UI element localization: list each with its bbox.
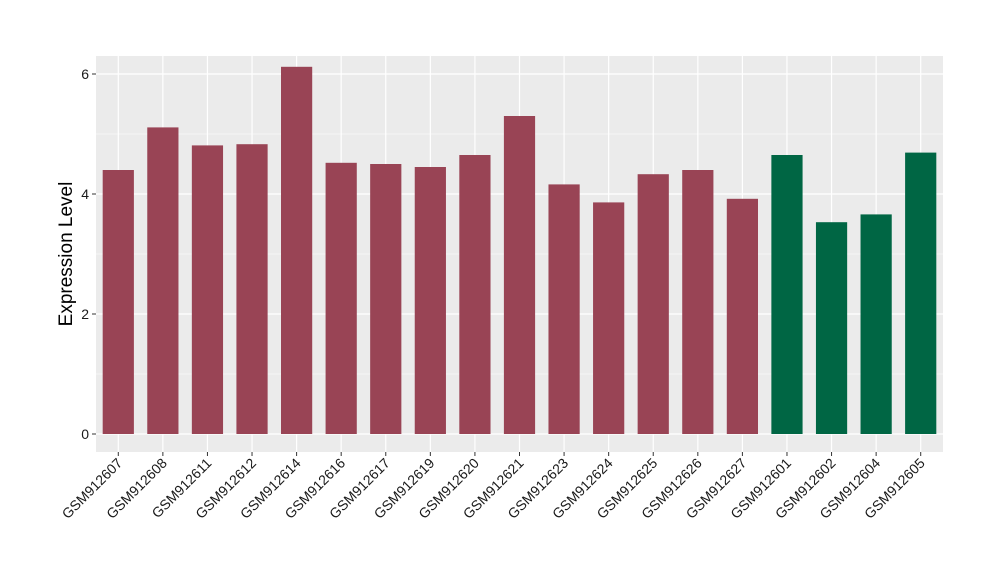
bar-GSM912604: [860, 214, 892, 434]
bar-GSM912616: [325, 162, 357, 435]
y-tick-label: 2: [81, 306, 89, 322]
bar-GSM912624: [593, 202, 625, 434]
bar-GSM912620: [459, 155, 491, 434]
bars: [102, 66, 937, 435]
x-axis: GSM912607GSM912608GSM912611GSM912612GSM9…: [59, 452, 928, 522]
bar-GSM912607: [102, 170, 134, 434]
bar-GSM912601: [771, 155, 803, 434]
bar-GSM912625: [637, 174, 669, 434]
bar-GSM912614: [281, 66, 313, 435]
y-tick-label: 4: [81, 186, 89, 202]
bar-GSM912623: [548, 184, 580, 434]
bar-GSM912627: [726, 198, 758, 434]
y-tick-label: 0: [81, 426, 89, 442]
bar-GSM912617: [370, 164, 402, 434]
bar-GSM912608: [147, 127, 179, 435]
bar-GSM912602: [815, 222, 848, 434]
bar-GSM912626: [682, 170, 714, 434]
y-axis: 0 2 4 6: [81, 66, 96, 442]
bar-GSM912612: [236, 144, 268, 434]
bar-GSM912605: [905, 152, 937, 434]
bar-GSM912611: [191, 145, 224, 434]
y-tick-label: 6: [81, 66, 89, 82]
bar-GSM912621: [503, 116, 536, 434]
bar-GSM912619: [414, 167, 446, 434]
y-axis-title: Expression Level: [56, 182, 77, 327]
